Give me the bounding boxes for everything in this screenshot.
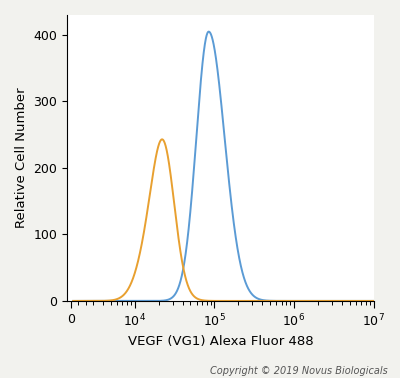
Text: Copyright © 2019 Novus Biologicals: Copyright © 2019 Novus Biologicals [210,366,388,376]
X-axis label: VEGF (VG1) Alexa Fluor 488: VEGF (VG1) Alexa Fluor 488 [128,335,313,348]
Y-axis label: Relative Cell Number: Relative Cell Number [15,88,28,228]
